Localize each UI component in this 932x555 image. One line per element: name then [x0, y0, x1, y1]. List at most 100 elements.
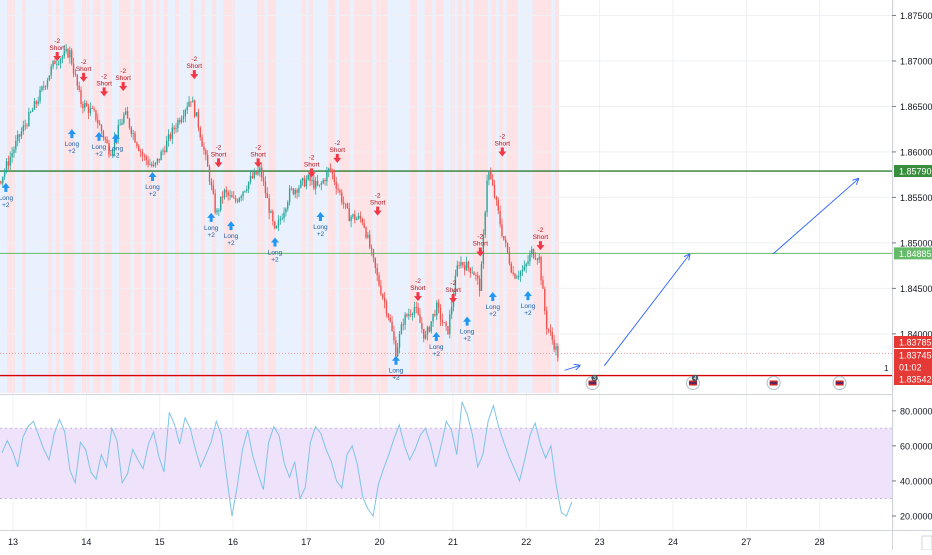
candle-body	[262, 177, 265, 182]
bg-long-band	[14, 0, 19, 393]
bg-long-band	[0, 0, 5, 393]
candle-body	[355, 218, 358, 220]
candle-body	[473, 272, 475, 276]
bg-short-band	[465, 0, 470, 393]
bg-long-band	[502, 0, 507, 393]
candle-body	[510, 263, 512, 273]
candle-body	[80, 90, 82, 105]
candle-body	[309, 174, 311, 181]
candle-body	[525, 263, 527, 267]
candle-body	[434, 313, 436, 316]
long-signal-label: Long	[460, 329, 475, 336]
candle-body	[529, 254, 531, 262]
rsi-y-tick-label: 40.0000	[900, 476, 932, 486]
candle-body	[216, 210, 218, 213]
candle-body	[285, 208, 287, 213]
long-signal-label: Long	[204, 225, 219, 232]
long-signal-label: Long	[429, 344, 444, 351]
candle-body	[495, 196, 498, 200]
candle-body	[348, 207, 350, 222]
bg-long-band	[525, 0, 530, 393]
candle-body	[441, 319, 444, 323]
long-signal-qty: +2	[149, 191, 157, 198]
candle-body	[173, 127, 175, 130]
bg-long-band	[290, 0, 295, 393]
candle-body	[186, 106, 188, 111]
bg-short-band	[424, 0, 429, 393]
axis-settings-icon[interactable]	[921, 535, 932, 551]
bg-short-band	[342, 0, 347, 393]
candle-body	[555, 346, 557, 350]
bg-long-band	[40, 0, 46, 393]
candle-body	[149, 164, 151, 166]
candle-body	[387, 313, 390, 318]
projection-up-arrow-1[interactable]	[603, 255, 689, 366]
bg-long-band	[152, 0, 157, 393]
candle-body	[166, 140, 168, 153]
candle-body	[521, 269, 524, 272]
candle-body	[251, 176, 254, 178]
bg-short-band	[268, 0, 273, 393]
short-signal-qty: -2	[54, 38, 60, 45]
bg-short-band	[257, 0, 262, 393]
short-signal-qty: -2	[499, 133, 505, 140]
candle-body	[361, 218, 363, 223]
bg-short-band	[93, 0, 98, 393]
candle-body	[48, 75, 51, 81]
bg-long-band	[447, 0, 452, 393]
bg-short-band	[365, 0, 370, 393]
bg-long-band	[216, 0, 221, 393]
bg-long-band	[26, 0, 31, 393]
bg-long-band	[316, 0, 321, 393]
candle-body	[316, 180, 319, 186]
candle-body	[234, 198, 237, 201]
bg-short-band	[22, 0, 27, 393]
bg-short-band	[435, 0, 440, 393]
candle-body	[136, 142, 138, 147]
x-tick-label: 13	[8, 537, 18, 547]
candle-body	[106, 139, 108, 143]
bg-short-band	[163, 0, 168, 393]
candle-body	[411, 314, 414, 315]
candle-body	[544, 288, 546, 312]
candle-body	[270, 211, 272, 213]
candle-body	[346, 203, 349, 208]
candle-body	[367, 234, 369, 238]
candle-body	[24, 125, 26, 127]
event-count-label: 4	[694, 376, 697, 382]
candle-body	[531, 249, 533, 255]
x-tick-label: 16	[228, 537, 238, 547]
horizontal-levels[interactable]	[0, 170, 892, 377]
candle-body	[85, 103, 88, 107]
candle-body	[551, 331, 553, 340]
short-signal-label: Short	[49, 45, 65, 52]
projection-path[interactable]	[564, 179, 858, 371]
candle-body	[467, 261, 470, 268]
projection-down-arrow[interactable]	[564, 366, 580, 371]
bg-long-band	[171, 0, 176, 393]
long-signal-qty: +2	[227, 240, 235, 247]
candle-body	[454, 275, 457, 296]
candle-body	[145, 156, 147, 161]
bg-long-band	[305, 0, 310, 393]
long-signal-label: Long	[65, 141, 80, 148]
bg-long-band	[528, 0, 533, 393]
bg-short-band	[175, 0, 180, 393]
candle-body	[396, 347, 399, 357]
projection-up-arrow-2[interactable]	[772, 179, 858, 255]
bg-long-band	[208, 0, 213, 393]
short-arrow-icon	[536, 241, 545, 251]
short-arrow-icon	[373, 206, 382, 216]
candle-body	[298, 187, 300, 193]
bg-long-band	[115, 0, 120, 393]
candle-body	[46, 80, 49, 87]
bg-long-band	[33, 0, 38, 393]
candle-body	[536, 259, 539, 261]
candle-body	[193, 100, 196, 117]
candle-body	[471, 272, 473, 274]
y-tick-label: 1.87500	[900, 11, 932, 21]
candle-body	[67, 49, 69, 58]
